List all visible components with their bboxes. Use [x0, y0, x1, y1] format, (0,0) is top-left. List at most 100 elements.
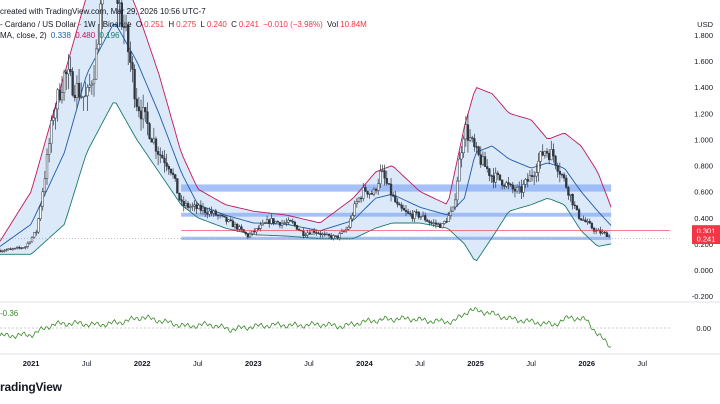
- candle-body: [336, 235, 339, 239]
- candle-body: [11, 248, 14, 250]
- candle-body: [315, 232, 318, 234]
- candle-body: [426, 219, 429, 222]
- candle-body: [169, 168, 173, 174]
- candle-body: [229, 219, 232, 222]
- candle-body: [573, 204, 576, 206]
- candle-body: [257, 228, 260, 230]
- candle-body: [274, 221, 277, 224]
- candle-body: [95, 48, 98, 80]
- indicator-line: MA, close, 2) 0.338 0.480 0.196: [0, 31, 121, 41]
- candle-body: [24, 246, 27, 248]
- candle-body: [186, 203, 190, 208]
- time-tick-label: Jul: [304, 359, 314, 368]
- candle-body: [447, 215, 450, 222]
- candle-body: [468, 137, 472, 141]
- candle-body: [317, 232, 320, 234]
- candle-body: [165, 162, 168, 167]
- candle-body: [9, 248, 12, 250]
- indicator-name[interactable]: MA, close, 2): [0, 31, 47, 40]
- candle-body: [560, 174, 564, 176]
- oscillator-tick-label: 0.00: [696, 324, 711, 333]
- candle-body: [353, 203, 356, 216]
- candle-body: [22, 247, 25, 249]
- price-tick-label: 0.400: [694, 214, 713, 223]
- price-tick-label: 0.800: [694, 162, 713, 171]
- candle-body: [250, 230, 254, 235]
- candle-body: [364, 187, 367, 192]
- candle-body: [84, 95, 87, 97]
- candle-body: [488, 168, 491, 176]
- candle-body: [332, 235, 335, 239]
- candle-body: [432, 222, 435, 224]
- candle-body: [537, 160, 540, 173]
- axes: 1.800 1.600 1.400 1.200 1.000 0.800 0.600 0.400…: [0, 20, 720, 368]
- oscillator-pane[interactable]: [0, 301, 720, 348]
- candle-body: [270, 218, 273, 224]
- candle-body: [33, 232, 36, 238]
- candle-body: [86, 87, 89, 97]
- candle-body: [129, 51, 132, 63]
- candle-body: [73, 94, 76, 99]
- candle-body: [511, 184, 514, 190]
- candle-body: [236, 223, 239, 230]
- candle-body: [99, 3, 102, 45]
- candle-body: [26, 242, 29, 247]
- candle-body: [520, 186, 523, 193]
- candle-body: [37, 218, 40, 233]
- candle-body: [383, 170, 386, 179]
- candle-body: [82, 96, 85, 98]
- candle-body: [283, 222, 286, 224]
- candle-body: [47, 143, 51, 155]
- candle-body: [127, 24, 130, 53]
- candle-body: [122, 26, 126, 28]
- change-value: −0.010 (−3.98%): [263, 20, 323, 29]
- symbol-name[interactable]: - Cardano / US Dollar · 1W · Binance: [0, 20, 132, 29]
- candle-body: [28, 241, 32, 244]
- candle-body: [411, 213, 414, 219]
- candle-body: [146, 111, 149, 124]
- candle-body: [460, 152, 463, 160]
- candle-body: [221, 214, 224, 217]
- candle-body: [340, 231, 344, 234]
- support-zone-1: [181, 184, 612, 192]
- candle-body: [120, 2, 123, 28]
- candle-body: [178, 193, 181, 200]
- candle-body: [7, 248, 10, 250]
- candle-body: [434, 222, 438, 225]
- high-label: H: [168, 20, 175, 29]
- candle-body: [492, 175, 495, 183]
- price-axis-unit: USD: [697, 20, 713, 29]
- candle-body: [263, 222, 267, 224]
- candle-body: [148, 123, 151, 139]
- candle-body: [451, 206, 455, 212]
- candle-body: [71, 71, 74, 96]
- candle-body: [233, 223, 237, 228]
- candle-body: [325, 233, 329, 236]
- basis-line: [0, 23, 612, 247]
- candle-body: [592, 227, 596, 232]
- time-tick-label: 2022: [134, 359, 151, 368]
- candle-body: [268, 219, 271, 224]
- candle-body: [471, 137, 474, 139]
- candle-body: [13, 247, 17, 250]
- candle-body: [327, 233, 331, 236]
- candle-body: [462, 138, 465, 154]
- candle-body: [338, 233, 341, 239]
- upper-value: 0.480: [75, 31, 96, 40]
- time-tick-label: 2025: [467, 359, 484, 368]
- candle-body: [97, 43, 100, 50]
- candle-body: [413, 211, 416, 219]
- candle-body: [272, 218, 275, 224]
- price-tick-label: 1.000: [694, 135, 713, 144]
- candle-body: [359, 197, 363, 200]
- candle-body: [330, 235, 333, 239]
- candle-body: [302, 230, 305, 236]
- candle-body: [334, 235, 337, 237]
- candle-body: [43, 178, 47, 192]
- candle-body: [142, 107, 145, 120]
- candle-body: [387, 183, 391, 185]
- candle-body: [321, 233, 324, 236]
- price-pane[interactable]: [0, 0, 670, 262]
- candle-body: [466, 124, 470, 141]
